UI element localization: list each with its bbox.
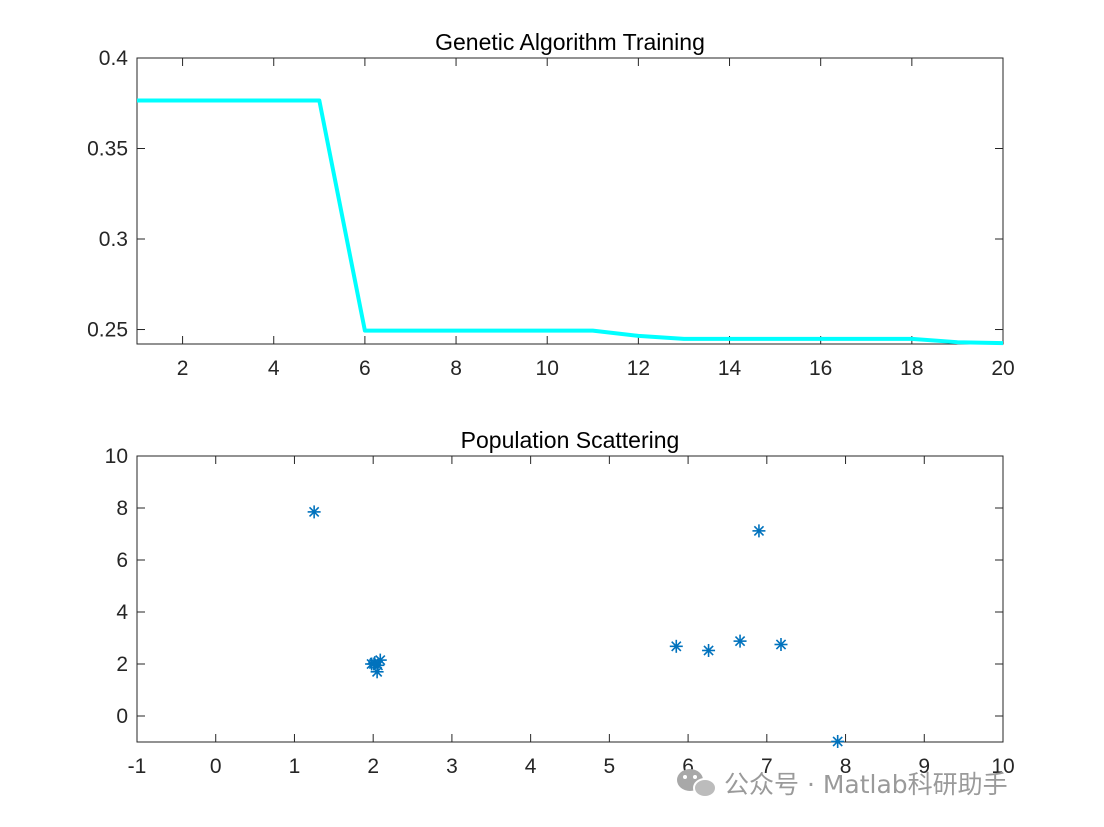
- x-tick-label: 2: [367, 755, 379, 778]
- x-tick-label: 7: [761, 755, 773, 778]
- training-axes: Genetic Algorithm Training 2 4 6 8 10 12 14 16 18…: [87, 29, 1015, 380]
- asterisk-stroke: [371, 666, 383, 677]
- x-tick-label: 0: [210, 755, 222, 778]
- axes-box: [136, 455, 1004, 743]
- scatter-point: [752, 524, 766, 538]
- y-tick-label: 0.25: [87, 319, 128, 342]
- x-tick-label: 18: [900, 357, 923, 380]
- y-tick-label: 0: [116, 705, 128, 728]
- axes-box: [136, 57, 1004, 345]
- asterisk-stroke: [375, 654, 386, 666]
- x-tick-label: -1: [128, 755, 147, 778]
- scatter-point: [831, 734, 845, 748]
- watermark: 公众号 · Matlab科研助手: [677, 769, 1008, 799]
- chart-title: Population Scattering: [461, 427, 680, 453]
- wechat-icon: [677, 769, 717, 798]
- x-tick-label: 4: [525, 755, 537, 778]
- y-tick-label: 0.35: [87, 138, 128, 161]
- x-tick-label: 12: [627, 357, 650, 380]
- fitness-line: [137, 98, 1004, 346]
- x-tick-label: 16: [809, 357, 832, 380]
- scatter-point: [702, 643, 716, 657]
- scatter-axes: Population Scattering -1 0 1 2 3 4 5 6 7 8 9 10 0 2 4 6 8…: [105, 427, 1015, 778]
- asterisk-stroke: [832, 736, 843, 747]
- y-tick-label: 0.3: [99, 228, 128, 251]
- y-tick-label: 10: [105, 445, 128, 468]
- x-tick-label: 8: [840, 755, 852, 778]
- x-tick-label: 6: [682, 755, 694, 778]
- x-tick-label: 3: [446, 755, 458, 778]
- x-tick-label: 5: [604, 755, 616, 778]
- x-tick-label: 6: [359, 357, 371, 380]
- asterisk-stroke: [734, 635, 746, 647]
- scatter-point: [774, 638, 788, 651]
- y-tick-label: 8: [116, 497, 128, 520]
- y-tick-label: 0.4: [99, 47, 129, 70]
- watermark-text: 公众号 · Matlab科研助手: [724, 770, 1008, 799]
- scatter-point: [669, 639, 683, 653]
- asterisk-stroke: [308, 506, 320, 518]
- x-tick-label: 20: [991, 357, 1014, 380]
- y-tick-label: 2: [116, 653, 128, 676]
- asterisk-stroke: [753, 525, 765, 537]
- asterisk-stroke: [703, 645, 714, 656]
- scatter-point: [307, 505, 321, 519]
- chart-title: Genetic Algorithm Training: [435, 29, 705, 55]
- x-tick-label: 2: [177, 357, 189, 380]
- x-tick-label: 10: [536, 357, 559, 380]
- x-tick-label: 4: [268, 357, 280, 380]
- scatter-point: [733, 634, 747, 648]
- x-tick-label: 10: [991, 755, 1014, 778]
- scatter-point: [367, 657, 381, 671]
- x-tick-label: 8: [450, 357, 462, 380]
- asterisk-stroke: [775, 639, 787, 650]
- y-tick-label: 4: [116, 601, 128, 624]
- x-tick-label: 14: [718, 357, 742, 380]
- x-tick-label: 1: [289, 755, 301, 778]
- x-tick-label: 9: [918, 755, 930, 778]
- asterisk-stroke: [368, 658, 380, 670]
- y-tick-label: 6: [116, 549, 128, 572]
- asterisk-stroke: [671, 641, 682, 652]
